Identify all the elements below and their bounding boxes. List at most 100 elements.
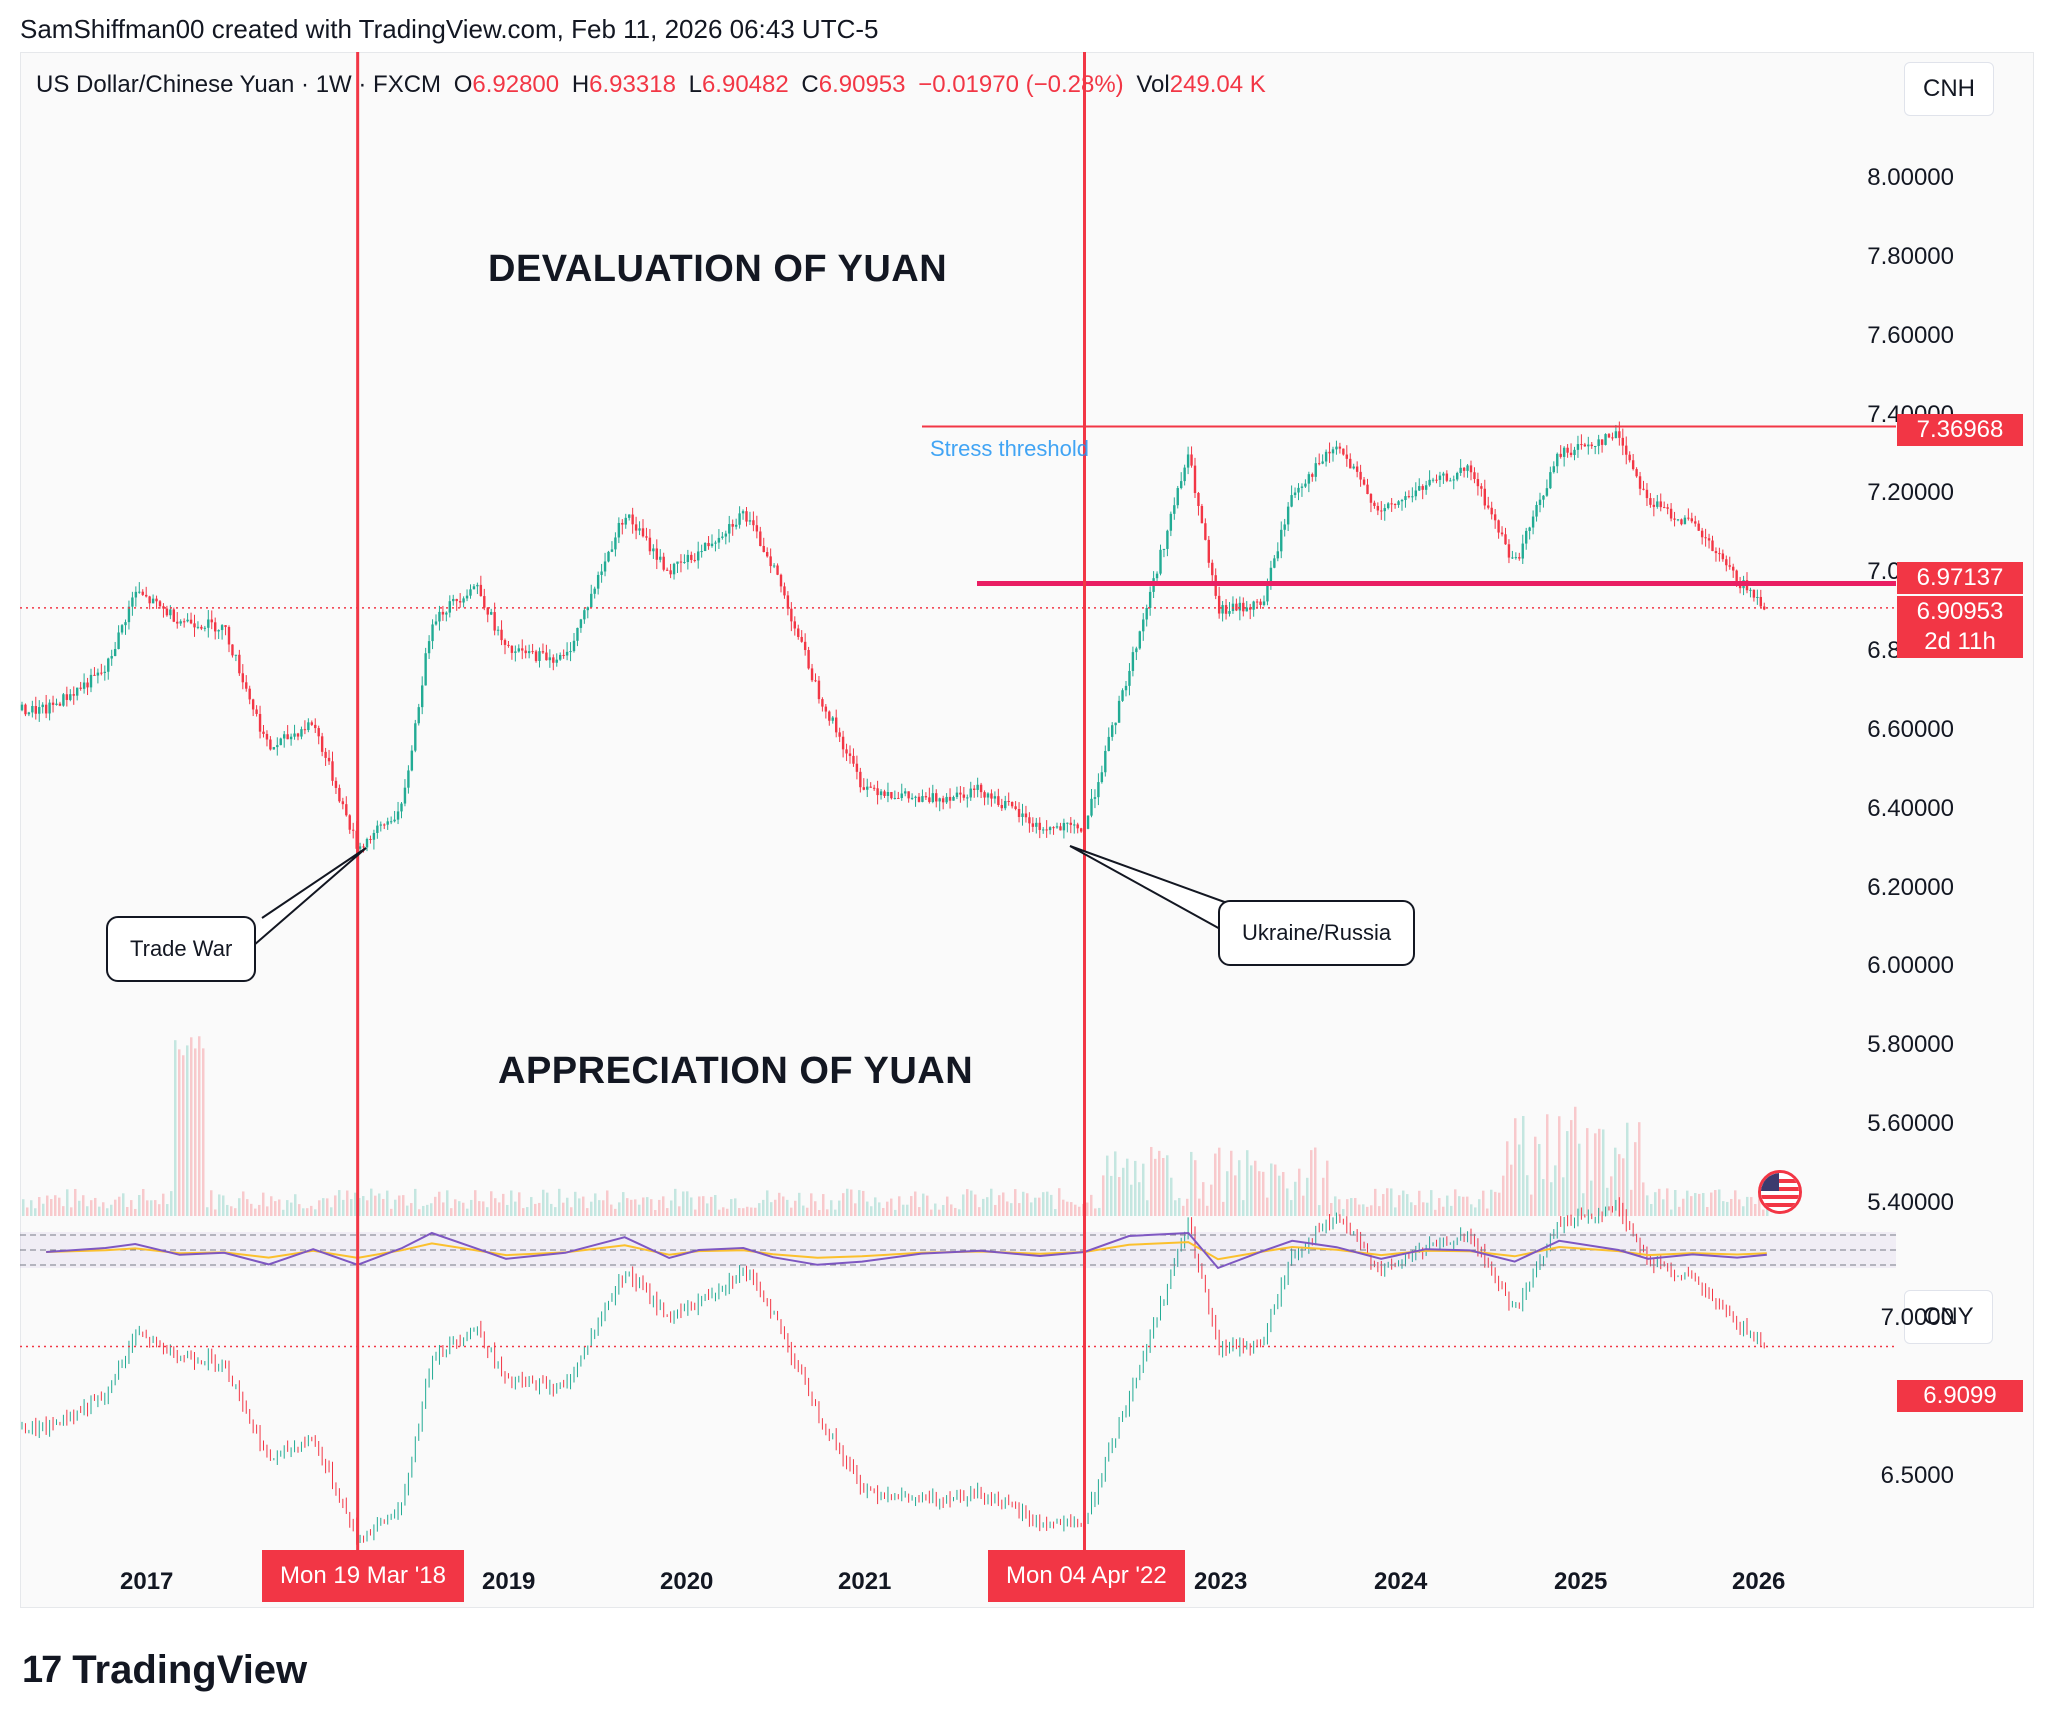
- candle-body: [1017, 809, 1021, 817]
- candle-body: [1328, 451, 1331, 454]
- x-tick-2023: 2023: [1194, 1568, 1248, 1595]
- change-value: −0.01970 (−0.28%): [918, 71, 1124, 98]
- candle-body: [569, 651, 572, 653]
- candle-body: [1224, 605, 1228, 614]
- candle-body: [1300, 486, 1304, 488]
- volume-bar: [470, 1199, 473, 1216]
- volume-bar: [510, 1190, 513, 1216]
- candle-body: [724, 533, 727, 537]
- candle-body: [1111, 725, 1114, 737]
- candle-body: [1525, 530, 1528, 544]
- candle-body: [452, 598, 455, 602]
- volume-bar: [406, 1205, 409, 1216]
- candle-body: [969, 788, 972, 798]
- candle-body: [1435, 479, 1438, 481]
- candle-body: [1380, 510, 1383, 512]
- candle-body: [893, 797, 897, 799]
- volume-bar: [1530, 1194, 1533, 1216]
- candle-body: [638, 528, 641, 531]
- candle-body: [1618, 431, 1621, 438]
- candle-body: [807, 650, 810, 669]
- low-value: 6.90482: [701, 71, 789, 98]
- volume-bar: [1698, 1193, 1701, 1216]
- volume-bar: [726, 1208, 729, 1216]
- volume-bar: [1534, 1136, 1537, 1216]
- volume-bar: [1174, 1200, 1177, 1216]
- volume-bar: [606, 1190, 609, 1216]
- volume-bar: [1206, 1205, 1209, 1216]
- currency-cnh-button[interactable]: CNH: [1904, 62, 1994, 116]
- candle-body: [772, 565, 776, 567]
- candle-body: [169, 609, 172, 616]
- candle-body: [379, 824, 382, 826]
- candle-body: [1055, 826, 1059, 828]
- ukraine-russia-callout[interactable]: Ukraine/Russia: [1218, 900, 1416, 966]
- volume-bar: [758, 1203, 761, 1216]
- candle-body: [962, 794, 966, 798]
- candle-body: [1211, 562, 1214, 576]
- volume-bar: [1086, 1202, 1089, 1216]
- volume-bar: [294, 1194, 297, 1216]
- candle-body: [859, 771, 862, 788]
- volume-bar: [1266, 1197, 1269, 1216]
- candle-body: [1004, 800, 1007, 809]
- volume-bar: [1414, 1205, 1417, 1216]
- volume-bar: [914, 1191, 917, 1216]
- tradingview-brand[interactable]: 17 TradingView: [22, 1648, 307, 1693]
- volume-bar: [494, 1198, 497, 1216]
- candle-body: [1690, 518, 1693, 522]
- volume-bar: [1726, 1201, 1729, 1216]
- volume-bar: [870, 1206, 873, 1216]
- candle-body: [1400, 500, 1404, 502]
- cny-last-price-label: 6.9099: [1897, 1380, 2023, 1412]
- trade-war-callout[interactable]: Trade War: [106, 916, 257, 982]
- candle-body: [431, 624, 434, 642]
- candle-body: [1276, 551, 1279, 559]
- candle-body: [155, 598, 158, 602]
- volume-bar: [1250, 1165, 1253, 1216]
- candle-body: [821, 699, 824, 707]
- volume-bar: [1422, 1202, 1425, 1216]
- candle-body: [110, 656, 113, 659]
- candle-body: [1604, 434, 1607, 445]
- candle-body: [434, 621, 438, 625]
- candle-body: [924, 796, 928, 798]
- candle-body: [262, 731, 265, 734]
- candle-body: [310, 722, 313, 725]
- candle-body: [1148, 591, 1152, 608]
- candle-body: [1683, 517, 1687, 525]
- volume-bar: [1034, 1197, 1037, 1216]
- volume-bar: [674, 1188, 677, 1216]
- candle-body: [1024, 813, 1028, 818]
- candle-body: [1507, 544, 1511, 558]
- candle-body: [1449, 480, 1452, 482]
- candle-body: [272, 747, 276, 750]
- volume-bar: [890, 1198, 893, 1216]
- candle-body: [917, 796, 921, 802]
- us-flag-icon[interactable]: [1758, 1170, 1802, 1214]
- candle-body: [220, 625, 224, 631]
- candle-body: [759, 531, 762, 546]
- candle-body: [693, 559, 696, 561]
- candle-body: [1500, 532, 1504, 535]
- candle-body: [1193, 465, 1197, 494]
- candle-body: [538, 651, 541, 661]
- candle-body: [141, 591, 144, 595]
- candle-body: [241, 673, 244, 683]
- candle-body: [327, 757, 331, 762]
- candle-body: [669, 570, 672, 575]
- volume-bar: [202, 1048, 205, 1216]
- volume-bar: [1246, 1150, 1249, 1216]
- volume-bar: [1550, 1182, 1553, 1216]
- volume-bar: [1350, 1198, 1353, 1216]
- currency-cny-button[interactable]: CNY: [1904, 1290, 1993, 1344]
- volume-bar: [950, 1204, 953, 1216]
- candle-body: [1048, 827, 1052, 831]
- volume-bar: [598, 1200, 601, 1216]
- volume-bar: [1018, 1203, 1021, 1216]
- candle-body: [1590, 444, 1593, 447]
- candle-body: [683, 562, 686, 564]
- candle-body: [1342, 448, 1345, 455]
- volume-bar: [1194, 1160, 1197, 1216]
